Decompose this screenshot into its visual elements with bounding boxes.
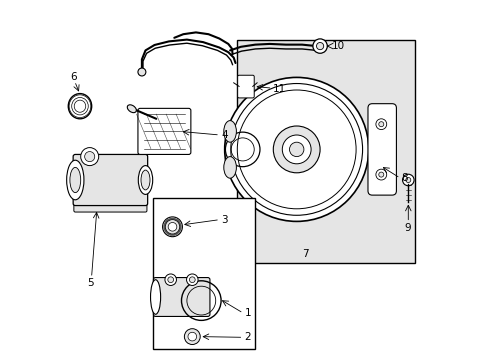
Ellipse shape (165, 220, 179, 234)
Text: 7: 7 (301, 249, 307, 259)
Circle shape (289, 142, 303, 157)
Text: 1: 1 (244, 308, 251, 318)
Circle shape (167, 277, 173, 283)
Circle shape (224, 77, 368, 221)
Circle shape (84, 152, 95, 162)
FancyBboxPatch shape (153, 278, 209, 316)
Circle shape (312, 39, 326, 53)
Circle shape (402, 174, 413, 186)
Bar (237, 40, 415, 263)
Circle shape (378, 172, 383, 177)
Text: 10: 10 (331, 41, 344, 51)
Ellipse shape (141, 170, 150, 190)
Circle shape (405, 177, 410, 183)
Ellipse shape (163, 217, 182, 237)
Circle shape (184, 329, 200, 345)
Circle shape (273, 126, 320, 173)
Ellipse shape (127, 105, 136, 113)
Ellipse shape (66, 160, 84, 200)
FancyBboxPatch shape (138, 108, 190, 154)
Circle shape (186, 274, 198, 285)
Circle shape (189, 277, 195, 283)
Circle shape (378, 122, 383, 127)
Circle shape (282, 135, 310, 164)
FancyBboxPatch shape (74, 199, 146, 212)
Circle shape (375, 119, 386, 130)
Text: 9: 9 (404, 222, 410, 233)
Ellipse shape (224, 121, 236, 142)
Text: 5: 5 (87, 278, 94, 288)
Bar (152, 198, 255, 349)
Text: 6: 6 (70, 72, 77, 82)
FancyBboxPatch shape (237, 75, 254, 98)
Text: 4: 4 (221, 130, 227, 140)
Circle shape (81, 148, 99, 166)
FancyBboxPatch shape (73, 154, 147, 206)
Ellipse shape (150, 280, 160, 314)
Ellipse shape (168, 222, 177, 231)
Text: 11: 11 (273, 84, 286, 94)
Text: 3: 3 (221, 215, 227, 225)
Ellipse shape (138, 68, 145, 76)
Ellipse shape (138, 166, 152, 194)
Ellipse shape (70, 167, 81, 193)
Circle shape (316, 42, 323, 50)
Ellipse shape (224, 157, 236, 178)
Ellipse shape (68, 94, 91, 119)
Text: 8: 8 (400, 173, 407, 183)
Circle shape (375, 169, 386, 180)
Circle shape (187, 332, 196, 341)
FancyBboxPatch shape (367, 104, 396, 195)
Text: 2: 2 (244, 332, 251, 342)
Circle shape (164, 274, 176, 285)
